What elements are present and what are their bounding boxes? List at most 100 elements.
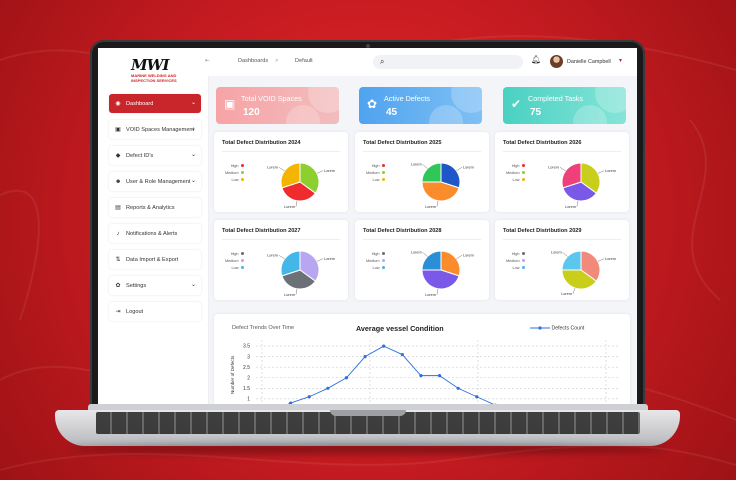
stat-label: Total VOID Spaces [241, 94, 302, 103]
data-point[interactable] [363, 355, 367, 359]
stat-label: Active Defects [384, 94, 430, 103]
notification-bell-icon[interactable]: 🔔︎ [531, 55, 542, 64]
sidebar-item-void-spaces-management[interactable]: ▣ VOID Spaces Management ⌄ [109, 120, 201, 139]
card-decoration [429, 105, 463, 124]
sidebar-item-dashboard[interactable]: ◉ Dashboard ⌄ [109, 94, 201, 113]
sidebar-item-user-role-management[interactable]: ☻ User & Role Management ⌄ [109, 172, 201, 191]
pie-chart: Lorem Lorem Lorem [267, 162, 335, 208]
slice-label: Lorem [267, 166, 278, 170]
legend-item: Low [222, 264, 244, 271]
chart-legend[interactable]: Defects Count [530, 325, 584, 331]
slice-leader-line [422, 252, 428, 257]
pie-chart: Lorem Lorem Lorem [548, 162, 616, 208]
data-point[interactable] [475, 395, 479, 399]
stat-card-total-void-spaces[interactable]: ▣ Total VOID Spaces 120 [216, 87, 339, 124]
check-circle-icon: ✔ [511, 97, 522, 111]
legend-dot [240, 251, 244, 256]
legend-item: Medium [503, 257, 525, 264]
sidebar-item-defect-id-s[interactable]: ◆ Defect ID's ⌄ [109, 146, 201, 165]
divider [363, 151, 481, 152]
pie-slice[interactable] [421, 250, 442, 271]
y-tick-label: 2.5 [243, 365, 250, 371]
data-point[interactable] [344, 376, 349, 380]
sidebar-item-settings[interactable]: ✿ Settings ⌄ [109, 276, 201, 295]
slice-leader-line [436, 288, 439, 295]
pie-slice[interactable] [561, 250, 582, 271]
pie-slice[interactable] [281, 181, 317, 202]
laptop-hinge [88, 404, 648, 414]
pie-slice[interactable] [580, 250, 601, 282]
chart-title: Average vessel Condition [356, 324, 444, 333]
gear-icon: ✿ [115, 282, 121, 289]
divider [222, 151, 340, 152]
legend-label: Medium [224, 258, 239, 263]
breadcrumb-dashboards[interactable]: Dashboards [238, 58, 269, 64]
legend-dot [240, 265, 244, 270]
collapse-sidebar-icon[interactable]: ⇤ [205, 58, 210, 64]
data-point[interactable] [289, 401, 293, 404]
sidebar-item-notifications-alerts[interactable]: ♪ Notifications & Alerts [109, 224, 201, 243]
pie-chart: Lorem Lorem Lorem [411, 250, 474, 296]
pie-slice[interactable] [421, 162, 442, 183]
stat-card-active-defects[interactable]: ✿ Active Defects 45 [359, 87, 482, 124]
pie-chart-panel: Total Defect Distribution 2026 High Medium… [495, 132, 629, 212]
chevron-down-icon: ⌄ [190, 152, 196, 158]
users-icon: ☻ [115, 178, 122, 185]
legend-dot [381, 258, 385, 263]
user-menu-caret-icon[interactable]: ▾ [619, 58, 623, 64]
pie-slice[interactable] [580, 162, 601, 194]
pie-legend: High Medium Low [363, 162, 385, 183]
sidebar-item-data-import-export[interactable]: ⇅ Data Import & Export [109, 250, 201, 269]
legend-label: High [511, 163, 520, 168]
laptop-keyboard [96, 412, 640, 434]
data-point[interactable] [437, 374, 442, 378]
pie-slice[interactable] [421, 181, 460, 202]
legend-dot [521, 163, 525, 168]
pie-slice[interactable] [299, 250, 320, 282]
avatar[interactable] [550, 55, 563, 68]
legend-item: Medium [222, 257, 244, 264]
pie-slice[interactable] [281, 269, 317, 290]
pie-slice[interactable] [561, 269, 598, 290]
legend-item: High [363, 162, 385, 169]
data-point[interactable] [326, 386, 330, 390]
sidebar-item-logout[interactable]: ⇥ Logout [109, 302, 201, 321]
legend-item: High [503, 250, 525, 257]
search-input[interactable]: ⌕ [373, 55, 523, 69]
legend-dot [521, 258, 525, 263]
slice-label: Lorem [284, 205, 295, 208]
pie-slice[interactable] [299, 162, 320, 194]
user-name[interactable]: Danielle Campbell [567, 59, 611, 65]
pie-slice[interactable] [421, 269, 460, 290]
data-point[interactable] [382, 344, 386, 348]
line-chart-svg: Number of Defects 3.5 3 2.5 2 1.5 1 [230, 340, 620, 404]
legend-label: Low [231, 265, 239, 270]
y-axis-label: Number of Defects [230, 355, 235, 394]
slice-leader-line [295, 200, 298, 207]
logout-icon: ⇥ [115, 308, 121, 315]
slice-leader-line [572, 287, 576, 294]
company-logo[interactable]: MWI MARINE WELDING AND INSPECTION SERVIC… [131, 56, 191, 84]
slice-label: Lorem [463, 166, 474, 170]
sidebar-item-reports-analytics[interactable]: ▤ Reports & Analytics [109, 198, 201, 217]
legend-label: High [371, 163, 380, 168]
slice-label: Lorem [324, 169, 335, 173]
slice-leader-line [597, 170, 605, 174]
legend-dot [240, 163, 244, 168]
sidebar-item-label: Notifications & Alerts [126, 230, 178, 237]
pie-title: Total Defect Distribution 2025 [363, 140, 442, 146]
legend-label: High [371, 251, 380, 256]
data-point[interactable] [419, 374, 423, 378]
import-icon: ⇅ [115, 256, 121, 263]
pie-slice[interactable] [562, 181, 598, 202]
search-icon: ⌕ [380, 57, 385, 66]
chart-subtitle: Defect Trends Over Time [232, 325, 295, 331]
stat-card-completed-tasks[interactable]: ✔ Completed Tasks 75 [503, 87, 626, 124]
data-point[interactable] [456, 386, 460, 390]
sidebar-item-label: Dashboard [126, 100, 154, 107]
data-point[interactable] [307, 395, 311, 399]
breadcrumb-default: Default [295, 58, 313, 64]
y-tick-label: 2 [247, 375, 250, 381]
data-point[interactable] [400, 352, 404, 357]
pie-title: Total Defect Distribution 2028 [363, 228, 442, 234]
